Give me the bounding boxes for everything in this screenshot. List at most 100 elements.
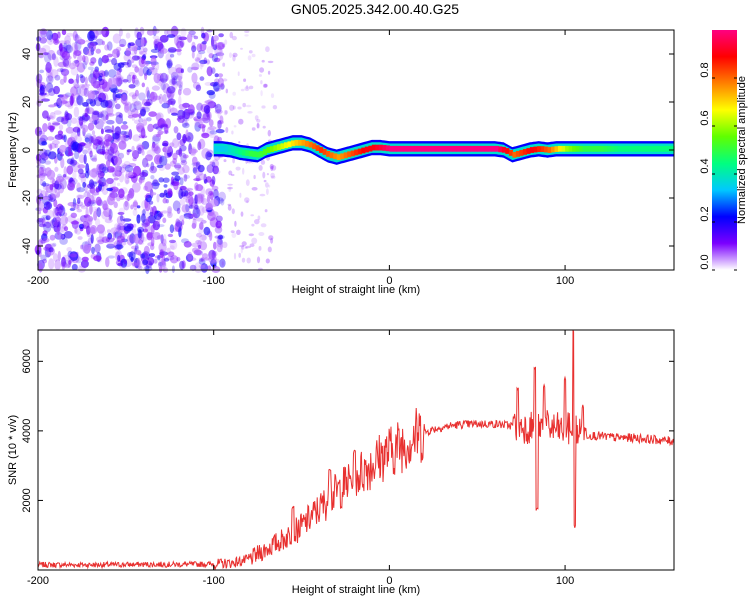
noise-blob <box>133 79 140 87</box>
noise-blob <box>49 125 55 133</box>
noise-blob <box>95 196 102 206</box>
noise-blob <box>195 184 204 192</box>
noise-blob <box>175 149 182 156</box>
noise-blob <box>159 251 169 256</box>
noise-blob <box>96 83 102 91</box>
noise-blob <box>90 77 97 87</box>
noise-blob <box>220 82 225 90</box>
noise-blob <box>131 94 137 100</box>
snr-y-label: SNR (10 * v/v) <box>7 415 19 485</box>
noise-blob <box>53 85 60 95</box>
noise-blob <box>73 78 79 90</box>
noise-blob <box>229 31 234 39</box>
noise-blob <box>79 204 86 208</box>
noise-blob <box>150 206 154 217</box>
noise-blob <box>272 105 278 110</box>
noise-blob <box>90 233 94 244</box>
noise-blob <box>260 90 263 97</box>
noise-blob <box>77 144 82 154</box>
ridge-segment <box>610 145 615 152</box>
ridge-segment <box>642 145 647 152</box>
noise-blob <box>251 237 258 244</box>
noise-blob <box>90 136 94 143</box>
noise-blob <box>158 93 164 104</box>
noise-blob <box>112 33 122 44</box>
noise-blob <box>205 203 214 211</box>
noise-blob <box>59 153 65 157</box>
noise-blob <box>118 89 123 93</box>
noise-blob <box>179 39 185 48</box>
noise-blob <box>180 152 187 164</box>
noise-blob <box>111 125 115 135</box>
noise-blob <box>238 252 241 258</box>
noise-blob <box>245 245 251 249</box>
ridge-core <box>389 147 394 150</box>
ridge-core <box>396 147 401 150</box>
noise-blob <box>192 156 198 165</box>
noise-blob <box>266 188 269 196</box>
ridge-core <box>399 147 404 150</box>
noise-blob <box>174 162 182 170</box>
colorbar-label: Normalized spectral amplitude <box>736 76 748 224</box>
noise-blob <box>201 253 209 259</box>
noise-blob <box>164 163 171 170</box>
noise-blob <box>139 126 144 130</box>
noise-blob <box>178 88 182 96</box>
noise-blob <box>196 232 203 238</box>
noise-blob <box>105 257 110 268</box>
noise-blob <box>104 44 110 51</box>
noise-blob <box>267 129 271 137</box>
noise-blob <box>106 119 115 125</box>
noise-blob <box>175 38 181 49</box>
noise-blob <box>107 232 113 240</box>
ridge-segment <box>234 148 239 154</box>
noise-blob <box>128 171 134 178</box>
noise-blob <box>77 54 83 63</box>
noise-blob <box>81 83 91 87</box>
noise-blob <box>48 104 56 108</box>
noise-blob <box>128 84 136 89</box>
noise-blob <box>116 235 126 243</box>
noise-blob <box>93 120 98 126</box>
noise-blob <box>244 247 248 249</box>
noise-blob <box>244 86 250 92</box>
noise-blob <box>176 79 184 89</box>
noise-blob <box>38 92 47 96</box>
noise-blob <box>201 32 206 39</box>
noise-blob <box>113 156 123 166</box>
noise-blob <box>145 217 151 227</box>
noise-blob <box>160 48 168 54</box>
ridge-segment <box>508 150 513 156</box>
noise-blob <box>157 224 165 228</box>
noise-blob <box>203 257 210 261</box>
noise-blob <box>162 233 167 244</box>
noise-blob <box>198 244 201 249</box>
noise-blob <box>151 182 161 187</box>
noise-blob <box>37 168 47 178</box>
noise-blob <box>240 47 243 50</box>
noise-blob <box>199 117 209 122</box>
noise-blob <box>240 88 245 92</box>
noise-blob <box>152 35 160 40</box>
spectrogram-y-tick-label: -20 <box>21 190 33 206</box>
ridge-core <box>487 147 492 150</box>
noise-blob <box>157 254 161 261</box>
noise-blob <box>117 254 121 262</box>
noise-blob <box>178 226 182 238</box>
noise-blob <box>139 253 146 259</box>
ridge-segment <box>515 151 520 157</box>
noise-blob <box>84 133 93 144</box>
spectrogram-y-tick-label: -40 <box>21 238 33 254</box>
noise-blob <box>154 43 158 50</box>
noise-blob <box>241 257 246 263</box>
noise-blob <box>159 78 168 82</box>
ridge-core <box>459 147 464 150</box>
noise-blob <box>177 140 183 148</box>
noise-blob <box>66 117 72 128</box>
noise-blob <box>191 41 196 49</box>
noise-blob <box>61 256 66 267</box>
noise-blob <box>106 166 115 173</box>
noise-blob <box>60 116 65 121</box>
noise-blob <box>79 85 88 97</box>
snr-frame <box>37 329 675 571</box>
